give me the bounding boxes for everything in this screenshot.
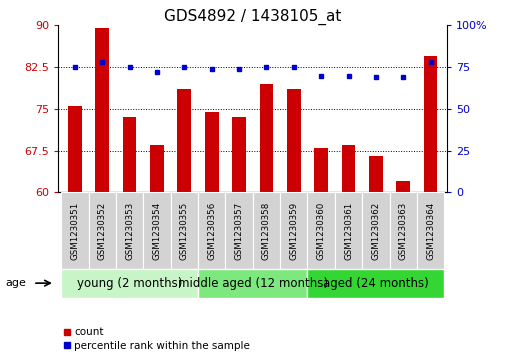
Text: GSM1230351: GSM1230351 xyxy=(70,201,79,260)
Bar xyxy=(417,192,444,269)
Text: GSM1230354: GSM1230354 xyxy=(152,201,162,260)
Bar xyxy=(280,192,307,269)
Bar xyxy=(116,192,143,269)
Text: GSM1230352: GSM1230352 xyxy=(98,201,107,260)
Bar xyxy=(61,269,198,298)
Text: GSM1230359: GSM1230359 xyxy=(289,201,298,260)
Bar xyxy=(314,148,328,192)
Bar xyxy=(232,117,246,192)
Bar xyxy=(177,89,191,192)
Bar xyxy=(205,112,218,192)
Bar xyxy=(198,269,307,298)
Text: GSM1230355: GSM1230355 xyxy=(180,201,189,260)
Bar xyxy=(61,192,88,269)
Bar xyxy=(342,145,356,192)
Bar xyxy=(335,192,362,269)
Bar xyxy=(226,192,253,269)
Bar xyxy=(198,192,226,269)
Bar xyxy=(287,89,301,192)
Text: GSM1230361: GSM1230361 xyxy=(344,201,353,260)
Bar xyxy=(307,192,335,269)
Bar xyxy=(396,181,410,192)
Bar xyxy=(68,106,82,192)
Text: GSM1230357: GSM1230357 xyxy=(235,201,243,260)
Bar xyxy=(260,84,273,192)
Text: GSM1230360: GSM1230360 xyxy=(316,201,326,260)
Bar xyxy=(253,192,280,269)
Bar xyxy=(307,269,444,298)
Bar xyxy=(369,156,383,192)
Text: middle aged (12 months): middle aged (12 months) xyxy=(178,277,328,290)
Text: GSM1230362: GSM1230362 xyxy=(371,201,380,260)
Text: aged (24 months): aged (24 months) xyxy=(323,277,429,290)
Bar xyxy=(171,192,198,269)
Text: GSM1230364: GSM1230364 xyxy=(426,201,435,260)
Text: age: age xyxy=(5,278,26,288)
Text: GSM1230356: GSM1230356 xyxy=(207,201,216,260)
Bar xyxy=(96,28,109,192)
Bar xyxy=(150,145,164,192)
Bar xyxy=(362,192,390,269)
Bar xyxy=(123,117,137,192)
Text: GSM1230363: GSM1230363 xyxy=(399,201,408,260)
Legend: count, percentile rank within the sample: count, percentile rank within the sample xyxy=(64,327,250,351)
Text: young (2 months): young (2 months) xyxy=(77,277,182,290)
Text: GSM1230353: GSM1230353 xyxy=(125,201,134,260)
Bar xyxy=(424,56,437,192)
Title: GDS4892 / 1438105_at: GDS4892 / 1438105_at xyxy=(164,9,341,25)
Bar xyxy=(143,192,171,269)
Text: GSM1230358: GSM1230358 xyxy=(262,201,271,260)
Bar xyxy=(88,192,116,269)
Bar xyxy=(390,192,417,269)
